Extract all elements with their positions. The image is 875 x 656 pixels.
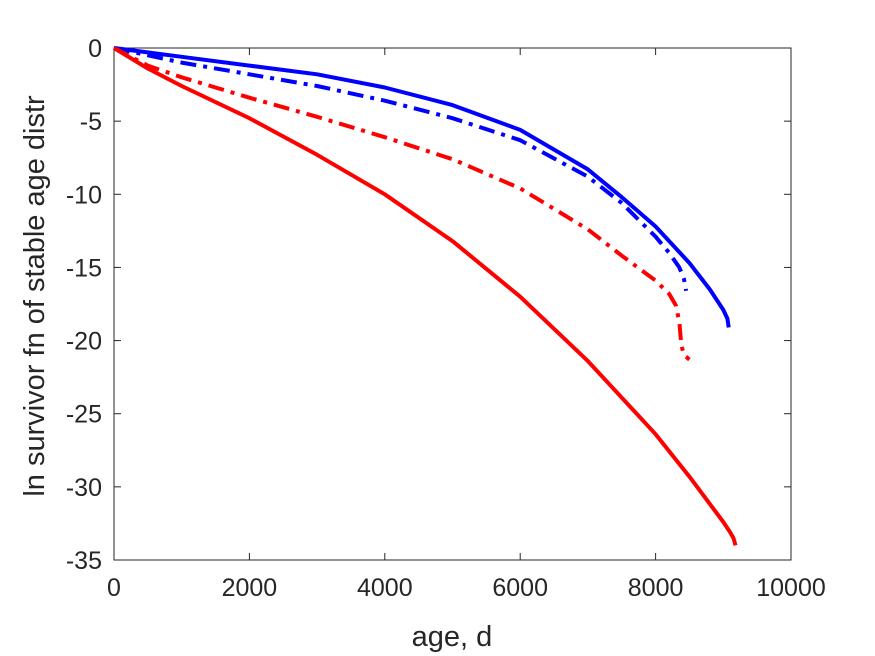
y-axis-label: ln survivor fn of stable age distr: [19, 95, 51, 497]
x-tick-label: 6000: [492, 574, 548, 602]
tick-labels: 0 2000 4000 6000 8000 10000 0 -5 -10 -15 -20 -25 -30…: [66, 35, 826, 602]
plot-area: [113, 47, 792, 561]
tick-marks: [113, 47, 792, 561]
series-line-1: [113, 46, 731, 328]
y-tick-label: 0: [88, 35, 102, 63]
x-axis-label: age, d: [412, 621, 493, 653]
y-tick-label: -15: [66, 254, 102, 282]
y-tick-label: -10: [66, 181, 102, 209]
data-lines: [112, 46, 738, 546]
series-line-2: [113, 46, 689, 292]
series-line-4: [112, 46, 738, 546]
y-tick-label: -20: [66, 328, 102, 356]
y-tick-label: -35: [66, 547, 102, 575]
x-tick-label: 10000: [756, 574, 826, 602]
x-tick-label: 4000: [357, 574, 413, 602]
y-tick-label: -30: [66, 474, 102, 502]
x-tick-label: 0: [107, 574, 121, 602]
y-tick-label: -5: [80, 108, 102, 136]
x-tick-label: 8000: [628, 574, 684, 602]
x-tick-label: 2000: [222, 574, 278, 602]
y-tick-label: -25: [66, 401, 102, 429]
plot-frame: [113, 47, 792, 561]
